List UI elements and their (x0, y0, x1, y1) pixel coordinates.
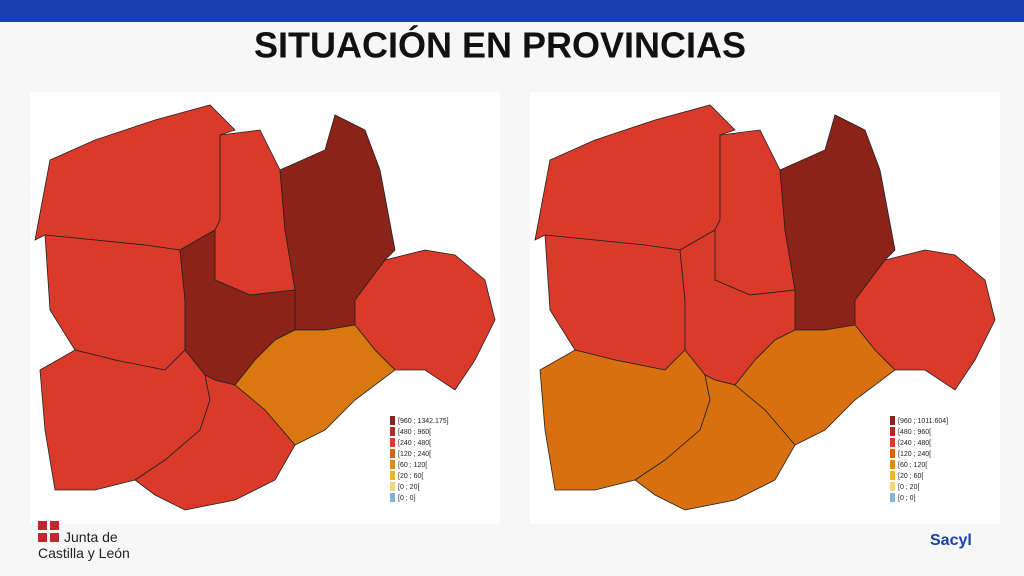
logo-text: Junta de (64, 529, 118, 545)
legend-swatch (390, 482, 395, 491)
legend-swatch (890, 482, 895, 491)
legend-label: [0 ; 20[ (898, 484, 919, 491)
legend-swatch (890, 471, 895, 480)
logo-icon (38, 533, 47, 542)
legend-label: [960 ; 1011.604] (898, 418, 948, 425)
legend-label: [0 ; 20[ (398, 484, 419, 491)
legend-label: [120 ; 240[ (898, 451, 931, 458)
legend-swatch (390, 449, 395, 458)
legend-label: [60 ; 120[ (398, 462, 427, 469)
legend-label: [0 ; 0] (398, 495, 416, 502)
legend-swatch (890, 449, 895, 458)
legend-label: [240 ; 480[ (398, 440, 431, 447)
legend-label: [480 ; 960[ (898, 429, 931, 436)
legend-swatch (390, 493, 395, 502)
legend-label: [960 ; 1342.175] (398, 418, 449, 425)
legend-label: [60 ; 120[ (898, 462, 927, 469)
logo-icon (38, 521, 47, 530)
legend-swatch (890, 438, 895, 447)
legend-swatch (390, 416, 395, 425)
province (634, 374, 796, 511)
legend-swatch (390, 460, 395, 469)
logo-text: Sacyl (930, 532, 972, 549)
legend-swatch (890, 427, 895, 436)
legend-swatch (390, 438, 395, 447)
legend-swatch (390, 427, 395, 436)
legend-label: [20 ; 60[ (398, 473, 423, 480)
province (134, 374, 296, 511)
maps: [960 ; 1342.175] [480 ; 960[ [240 ; 480[ [1… (34, 104, 996, 511)
legend-swatch (890, 493, 895, 502)
logo-icon (50, 521, 59, 530)
logo-text: Castilla y León (38, 545, 130, 561)
legend-label: [240 ; 480[ (898, 440, 931, 447)
slide-title: SITUACIÓN EN PROVINCIAS (254, 24, 746, 66)
legend-swatch (890, 460, 895, 469)
logo-icon (50, 533, 59, 542)
top-bar (0, 0, 1024, 22)
legend-label: [480 ; 960[ (398, 429, 431, 436)
legend-label: [20 ; 60[ (898, 473, 923, 480)
legend-label: [0 ; 0] (898, 495, 916, 502)
legend-label: [120 ; 240[ (398, 451, 431, 458)
legend-swatch (890, 416, 895, 425)
legend-swatch (390, 471, 395, 480)
